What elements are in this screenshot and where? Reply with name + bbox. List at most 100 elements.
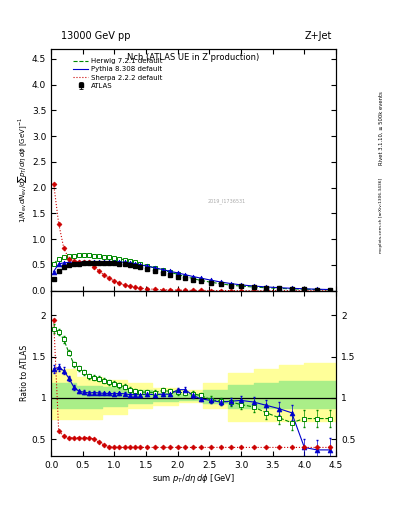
Pythia 8.308 default: [102, 259, 107, 265]
Pythia 8.308 default: [145, 263, 150, 269]
Sherpa 2.2.2 default: [87, 259, 92, 265]
Sherpa 2.2.2 default: [191, 287, 195, 293]
Herwig 7.2.1 default: [132, 259, 137, 265]
Herwig 7.2.1 default: [175, 271, 180, 278]
Pythia 8.308 default: [289, 285, 294, 291]
Herwig 7.2.1 default: [252, 284, 256, 290]
Herwig 7.2.1 default: [107, 254, 112, 260]
Sherpa 2.2.2 default: [102, 272, 107, 279]
Sherpa 2.2.2 default: [61, 245, 66, 251]
Text: Z+Jet: Z+Jet: [305, 31, 332, 41]
Sherpa 2.2.2 default: [327, 288, 332, 294]
Sherpa 2.2.2 default: [315, 288, 320, 294]
Herwig 7.2.1 default: [302, 286, 307, 292]
Herwig 7.2.1 default: [92, 252, 97, 259]
Sherpa 2.2.2 default: [107, 275, 112, 282]
Pythia 8.308 default: [315, 286, 320, 292]
Y-axis label: Ratio to ATLAS: Ratio to ATLAS: [20, 345, 29, 401]
Herwig 7.2.1 default: [127, 258, 132, 264]
Pythia 8.308 default: [327, 286, 332, 292]
Sherpa 2.2.2 default: [117, 280, 122, 286]
Herwig 7.2.1 default: [264, 285, 269, 291]
Pythia 8.308 default: [107, 259, 112, 265]
Pythia 8.308 default: [92, 259, 97, 265]
Herwig 7.2.1 default: [327, 287, 332, 293]
Pythia 8.308 default: [168, 268, 173, 274]
Sherpa 2.2.2 default: [138, 285, 142, 291]
Herwig 7.2.1 default: [56, 255, 61, 262]
Sherpa 2.2.2 default: [229, 288, 233, 294]
Sherpa 2.2.2 default: [112, 278, 117, 284]
Pythia 8.308 default: [61, 260, 66, 266]
Line: Herwig 7.2.1 default: Herwig 7.2.1 default: [53, 255, 330, 290]
Pythia 8.308 default: [302, 286, 307, 292]
Herwig 7.2.1 default: [145, 263, 150, 269]
Herwig 7.2.1 default: [289, 286, 294, 292]
Herwig 7.2.1 default: [315, 286, 320, 292]
Pythia 8.308 default: [277, 285, 281, 291]
Herwig 7.2.1 default: [97, 253, 101, 259]
Pythia 8.308 default: [264, 284, 269, 290]
Herwig 7.2.1 default: [122, 257, 127, 263]
Pythia 8.308 default: [138, 262, 142, 268]
Sherpa 2.2.2 default: [127, 283, 132, 289]
Herwig 7.2.1 default: [208, 279, 213, 285]
Herwig 7.2.1 default: [160, 267, 165, 273]
Legend: Herwig 7.2.1 default, Pythia 8.308 default, Sherpa 2.2.2 default, ATLAS: Herwig 7.2.1 default, Pythia 8.308 defau…: [72, 57, 164, 90]
Sherpa 2.2.2 default: [219, 288, 223, 294]
Pythia 8.308 default: [112, 259, 117, 265]
Sherpa 2.2.2 default: [277, 288, 281, 294]
Sherpa 2.2.2 default: [132, 284, 137, 290]
Text: Rivet 3.1.10, ≥ 500k events: Rivet 3.1.10, ≥ 500k events: [379, 91, 384, 165]
Herwig 7.2.1 default: [229, 282, 233, 288]
Herwig 7.2.1 default: [191, 275, 195, 282]
Pythia 8.308 default: [152, 265, 157, 271]
Pythia 8.308 default: [252, 283, 256, 289]
Sherpa 2.2.2 default: [198, 287, 203, 293]
Pythia 8.308 default: [117, 259, 122, 265]
Herwig 7.2.1 default: [112, 255, 117, 261]
Sherpa 2.2.2 default: [239, 288, 243, 294]
Text: 2019_I1736531: 2019_I1736531: [208, 199, 246, 204]
Sherpa 2.2.2 default: [92, 264, 97, 270]
Herwig 7.2.1 default: [239, 283, 243, 289]
Pythia 8.308 default: [160, 266, 165, 272]
Sherpa 2.2.2 default: [56, 221, 61, 227]
Sherpa 2.2.2 default: [77, 259, 81, 265]
Pythia 8.308 default: [51, 268, 56, 274]
Pythia 8.308 default: [77, 259, 81, 265]
Pythia 8.308 default: [175, 270, 180, 276]
Pythia 8.308 default: [122, 259, 127, 265]
Y-axis label: $1/N_\mathrm{ev}\,dN_\mathrm{ev}/d\!\sum\! p_T/d\eta\,d\phi\;[\mathrm{GeV}]^{-1}: $1/N_\mathrm{ev}\,dN_\mathrm{ev}/d\!\sum…: [16, 117, 29, 223]
Sherpa 2.2.2 default: [168, 287, 173, 293]
Pythia 8.308 default: [239, 282, 243, 288]
Pythia 8.308 default: [82, 259, 86, 265]
Pythia 8.308 default: [56, 261, 61, 267]
Sherpa 2.2.2 default: [252, 288, 256, 294]
Sherpa 2.2.2 default: [66, 255, 71, 262]
Sherpa 2.2.2 default: [97, 268, 101, 274]
Pythia 8.308 default: [208, 277, 213, 283]
Sherpa 2.2.2 default: [145, 286, 150, 292]
Text: Nch (ATLAS UE in Z production): Nch (ATLAS UE in Z production): [127, 53, 260, 62]
Herwig 7.2.1 default: [183, 273, 188, 280]
Herwig 7.2.1 default: [117, 255, 122, 262]
Text: mcplots.cern.ch [arXiv:1306.3436]: mcplots.cern.ch [arXiv:1306.3436]: [379, 178, 383, 252]
Line: Sherpa 2.2.2 default: Sherpa 2.2.2 default: [53, 184, 330, 291]
Pythia 8.308 default: [127, 260, 132, 266]
Text: 13000 GeV pp: 13000 GeV pp: [61, 31, 130, 41]
Herwig 7.2.1 default: [277, 285, 281, 291]
Line: Pythia 8.308 default: Pythia 8.308 default: [53, 262, 330, 289]
Herwig 7.2.1 default: [198, 278, 203, 284]
Herwig 7.2.1 default: [102, 253, 107, 260]
Herwig 7.2.1 default: [87, 252, 92, 259]
Sherpa 2.2.2 default: [175, 287, 180, 293]
Sherpa 2.2.2 default: [82, 259, 86, 265]
Pythia 8.308 default: [87, 259, 92, 265]
Herwig 7.2.1 default: [138, 261, 142, 267]
Pythia 8.308 default: [229, 281, 233, 287]
Sherpa 2.2.2 default: [152, 286, 157, 292]
Herwig 7.2.1 default: [219, 281, 223, 287]
Pythia 8.308 default: [132, 261, 137, 267]
Sherpa 2.2.2 default: [122, 282, 127, 288]
